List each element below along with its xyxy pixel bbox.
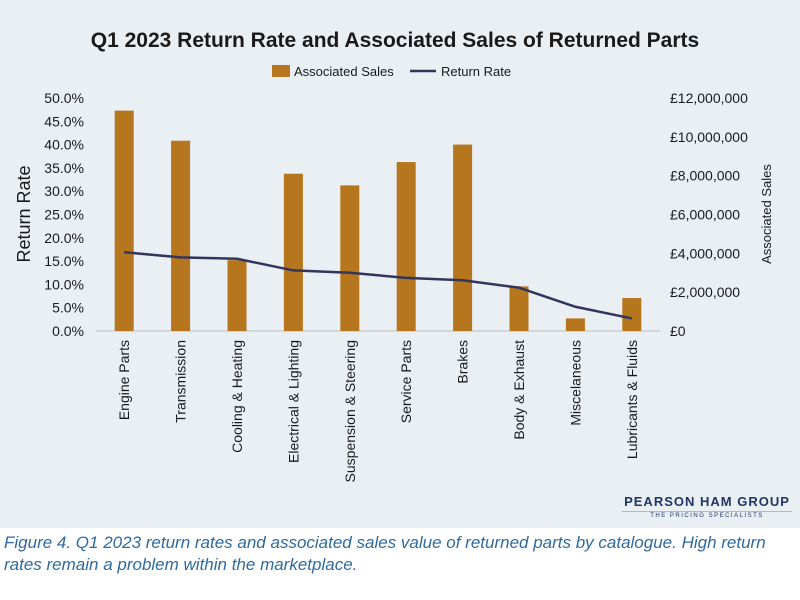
- x-tick-label: Miscelaneous: [567, 340, 583, 426]
- legend-label-associated-sales: Associated Sales: [294, 64, 394, 79]
- logo-divider: [622, 511, 792, 512]
- y-tick-label: 45.0%: [44, 113, 84, 129]
- bar-associated-sales: [171, 140, 191, 331]
- logo-name: PEARSON HAM GROUP: [624, 494, 790, 509]
- y-axis-title: Return Rate: [14, 165, 34, 262]
- x-tick-label: Body & Exhaust: [511, 340, 527, 440]
- y2-axis-title: Associated Sales: [759, 164, 774, 264]
- y-tick-label: 40.0%: [44, 137, 84, 153]
- chart-title: Q1 2023 Return Rate and Associated Sales…: [91, 29, 699, 52]
- y-tick-label: 15.0%: [44, 253, 84, 269]
- x-tick-label: Brakes: [455, 340, 471, 384]
- y-tick-label: 30.0%: [44, 183, 84, 199]
- y-tick-label: 5.0%: [52, 300, 84, 316]
- y-tick-label: 35.0%: [44, 160, 84, 176]
- chart-panel: Q1 2023 Return Rate and Associated Sales…: [0, 0, 800, 528]
- x-tick-label: Service Parts: [398, 340, 414, 423]
- y-tick-label: 50.0%: [44, 90, 84, 106]
- figure-caption: Figure 4. Q1 2023 return rates and assoc…: [4, 533, 766, 574]
- bar-associated-sales: [622, 297, 642, 331]
- logo: PEARSON HAM GROUP THE PRICING SPECIALIST…: [616, 494, 798, 524]
- bar-associated-sales: [283, 173, 303, 331]
- y-axis-ticks: 0.0% 5.0% 10.0% 15.0% 20.0% 25.0% 30.0% 35.0% 40…: [44, 90, 84, 339]
- y-tick-label: 0.0%: [52, 323, 84, 339]
- y2-tick-label: £6,000,000: [670, 207, 740, 223]
- y2-axis-ticks: £0 £2,000,000 £4,000,000 £6,000,000 £8,000,0…: [670, 90, 748, 339]
- bar-associated-sales: [227, 260, 247, 331]
- y2-tick-label: £8,000,000: [670, 168, 740, 184]
- y-tick-label: 25.0%: [44, 207, 84, 223]
- x-tick-label: Suspension & Steering: [342, 340, 358, 482]
- x-tick-label: Cooling & Heating: [229, 340, 245, 453]
- bar-associated-sales: [396, 162, 416, 331]
- bar-associated-sales: [565, 318, 585, 331]
- legend-swatch-associated-sales: [272, 65, 290, 77]
- bar-associated-sales: [340, 185, 360, 331]
- line-return-rate: [124, 251, 633, 320]
- bar-associated-sales: [509, 286, 529, 331]
- x-tick-label: Lubricants & Fluids: [624, 340, 640, 459]
- bar-associated-sales: [114, 110, 134, 331]
- y2-tick-label: £0: [670, 323, 686, 339]
- logo-tagline: THE PRICING SPECIALISTS: [650, 513, 764, 519]
- line-series: [124, 251, 633, 320]
- y-tick-label: 10.0%: [44, 276, 84, 292]
- x-tick-label: Electrical & Lighting: [285, 340, 301, 463]
- y2-tick-label: £12,000,000: [670, 90, 748, 106]
- chart-svg: Q1 2023 Return Rate and Associated Sales…: [14, 29, 774, 483]
- x-tick-label: Transmission: [173, 340, 189, 423]
- x-tick-label: Engine Parts: [116, 340, 132, 420]
- y-tick-label: 20.0%: [44, 230, 84, 246]
- legend: Associated Sales Return Rate: [272, 64, 511, 79]
- y2-tick-label: £10,000,000: [670, 129, 748, 145]
- y2-tick-label: £4,000,000: [670, 245, 740, 261]
- bar-series: [114, 110, 642, 331]
- y2-tick-label: £2,000,000: [670, 284, 740, 300]
- legend-label-return-rate: Return Rate: [441, 64, 511, 79]
- x-axis-ticks: Engine Parts Transmission Cooling & Heatin…: [116, 340, 640, 483]
- bar-associated-sales: [453, 144, 473, 331]
